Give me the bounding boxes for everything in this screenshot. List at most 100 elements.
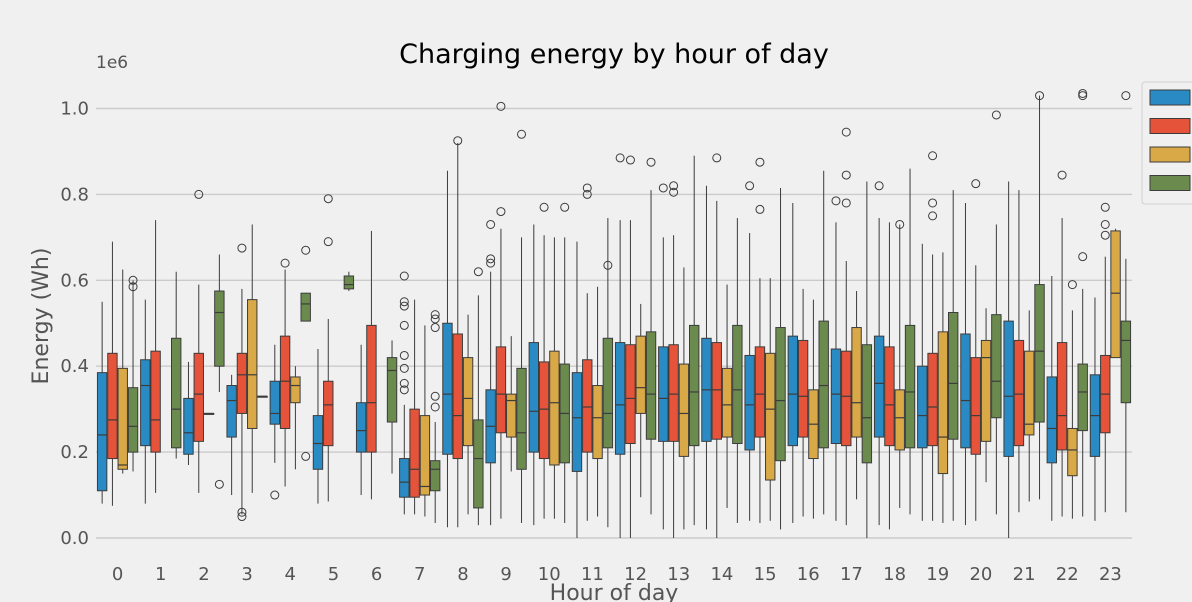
outlier-point	[646, 157, 656, 167]
box-13-series-1	[668, 181, 679, 538]
box-6-series-0	[355, 344, 367, 496]
iqr-box	[538, 361, 550, 460]
box-7-series-1	[409, 299, 420, 515]
outlier-point	[430, 391, 440, 401]
iqr-box	[473, 419, 484, 509]
box-14-series-1	[711, 153, 722, 538]
box-19-series-0	[917, 243, 928, 521]
iqr-box	[516, 367, 527, 470]
iqr-box	[442, 322, 453, 455]
box-21-series-1	[1013, 190, 1025, 513]
iqr-box	[430, 460, 441, 492]
box-series	[96, 88, 1132, 538]
x-tick-label: 23	[1099, 564, 1122, 585]
outlier-point	[399, 378, 409, 388]
outlier-point	[399, 297, 409, 307]
box-16-series-1	[797, 288, 809, 517]
outlier-point	[1078, 91, 1088, 101]
outlier-point	[430, 310, 440, 320]
box-2-series-0	[183, 361, 194, 465]
iqr-box	[571, 372, 583, 472]
x-tick-label: 6	[371, 564, 382, 585]
box-18-series-0	[873, 181, 885, 526]
iqr-box	[386, 357, 398, 423]
outlier-point	[895, 219, 905, 229]
iqr-box	[226, 385, 237, 438]
iqr-box	[970, 357, 981, 455]
box-3-series-2	[247, 224, 258, 493]
box-5-series-1	[323, 194, 334, 502]
box-15-series-0	[744, 181, 755, 521]
iqr-box	[1056, 342, 1068, 451]
x-tick-label: 10	[538, 564, 561, 585]
outlier-point	[430, 402, 440, 412]
iqr-box	[399, 458, 410, 498]
outlier-point	[625, 155, 635, 165]
x-tick-label: 14	[710, 564, 733, 585]
box-17-series-3	[861, 181, 873, 538]
iqr-box	[171, 337, 182, 449]
x-axis-label: Hour of day	[550, 581, 679, 602]
box-23-series-3	[1120, 91, 1132, 513]
y-tick-label: 0.4	[60, 356, 89, 377]
x-tick-label: 19	[926, 564, 949, 585]
iqr-box	[678, 363, 690, 457]
outlier-point	[603, 260, 613, 270]
iqr-box	[582, 359, 593, 453]
iqr-box	[300, 292, 311, 322]
box-3-series-3	[257, 395, 268, 398]
legend	[1141, 81, 1192, 205]
x-tick-label: 17	[840, 564, 863, 585]
iqr-box	[214, 290, 225, 367]
box-4-series-1	[279, 258, 291, 487]
box-14-series-2	[721, 284, 733, 508]
outlier-point	[1100, 202, 1110, 212]
iqr-box	[452, 333, 463, 460]
box-14-series-0	[701, 185, 712, 530]
iqr-box	[343, 275, 355, 290]
outlier-point	[194, 189, 204, 199]
iqr-box	[366, 324, 377, 453]
outlier-point	[582, 189, 592, 199]
box-2-series-1	[193, 189, 204, 493]
iqr-box	[884, 346, 895, 447]
x-tick-label: 13	[667, 564, 690, 585]
outlier-point	[928, 211, 938, 221]
iqr-box	[1013, 339, 1025, 447]
box-10-series-0	[528, 224, 539, 526]
iqr-box	[150, 350, 161, 453]
iqr-box	[247, 299, 258, 429]
iqr-box	[96, 372, 108, 492]
outlier-point	[745, 181, 755, 191]
box-16-series-2	[808, 299, 819, 519]
outlier-point	[430, 323, 440, 333]
legend-swatch-1	[1149, 118, 1191, 134]
iqr-box	[127, 387, 139, 453]
box-15-series-3	[775, 187, 786, 530]
box-8-series-2	[462, 314, 474, 515]
box-7-series-2	[419, 325, 431, 517]
iqr-box	[269, 380, 281, 425]
grid-lines	[96, 107, 1132, 539]
y-axis-label: Energy (Wh)	[29, 248, 54, 385]
box-8-series-1	[452, 136, 463, 528]
iqr-box	[1110, 230, 1121, 359]
outlier-point	[658, 183, 668, 193]
outlier-point	[237, 243, 247, 253]
x-tick-label: 1	[155, 564, 166, 585]
y-tick-label: 0.0	[60, 528, 89, 549]
box-9-series-1	[495, 101, 507, 519]
outlier-point	[496, 101, 506, 111]
x-tick-label: 15	[754, 564, 777, 585]
iqr-box	[894, 389, 905, 451]
legend-swatch-2	[1149, 146, 1191, 163]
outlier-point	[323, 194, 333, 204]
outlier-point	[755, 204, 765, 214]
outlier-point	[486, 254, 496, 264]
box-22-series-1	[1056, 170, 1068, 517]
iqr-box	[818, 320, 829, 449]
outlier-point	[399, 301, 409, 311]
iqr-box	[1077, 363, 1088, 432]
box-12-series-3	[645, 157, 657, 515]
